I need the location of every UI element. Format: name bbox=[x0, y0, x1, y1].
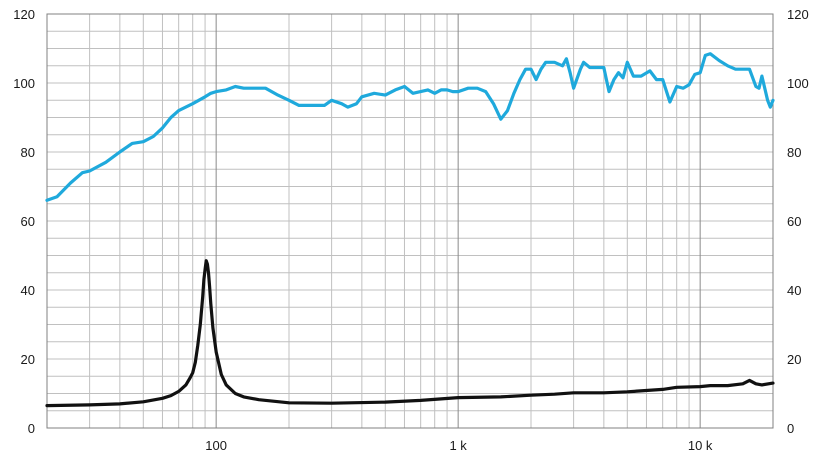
y-tick-label-right: 100 bbox=[787, 76, 809, 91]
series-line-1 bbox=[45, 52, 775, 202]
x-tick-label: 100 bbox=[205, 438, 227, 453]
y-tick-label-left: 20 bbox=[21, 352, 35, 367]
y-tick-label-right: 0 bbox=[787, 421, 794, 436]
y-axis-right-labels: 0 20 40 60 80 100 120 bbox=[787, 7, 809, 436]
x-axis-labels: 100 1 k 10 k bbox=[205, 438, 713, 453]
y-tick-label-right: 20 bbox=[787, 352, 801, 367]
y-tick-label-right: 120 bbox=[787, 7, 809, 22]
series-line-2 bbox=[45, 259, 775, 408]
grid bbox=[46, 13, 774, 429]
y-tick-label-left: 0 bbox=[28, 421, 35, 436]
series-layer bbox=[45, 52, 775, 408]
y-tick-label-left: 120 bbox=[13, 7, 35, 22]
y-tick-label-right: 40 bbox=[787, 283, 801, 298]
y-tick-label-left: 40 bbox=[21, 283, 35, 298]
y-tick-label-right: 80 bbox=[787, 145, 801, 160]
x-tick-label: 10 k bbox=[688, 438, 713, 453]
x-tick-label: 1 k bbox=[449, 438, 467, 453]
y-tick-label-right: 60 bbox=[787, 214, 801, 229]
y-tick-label-left: 60 bbox=[21, 214, 35, 229]
plot-frame bbox=[46, 13, 774, 429]
y-tick-label-left: 80 bbox=[21, 145, 35, 160]
y-axis-left-labels: 0 20 40 60 80 100 120 bbox=[13, 7, 35, 436]
y-tick-label-left: 100 bbox=[13, 76, 35, 91]
